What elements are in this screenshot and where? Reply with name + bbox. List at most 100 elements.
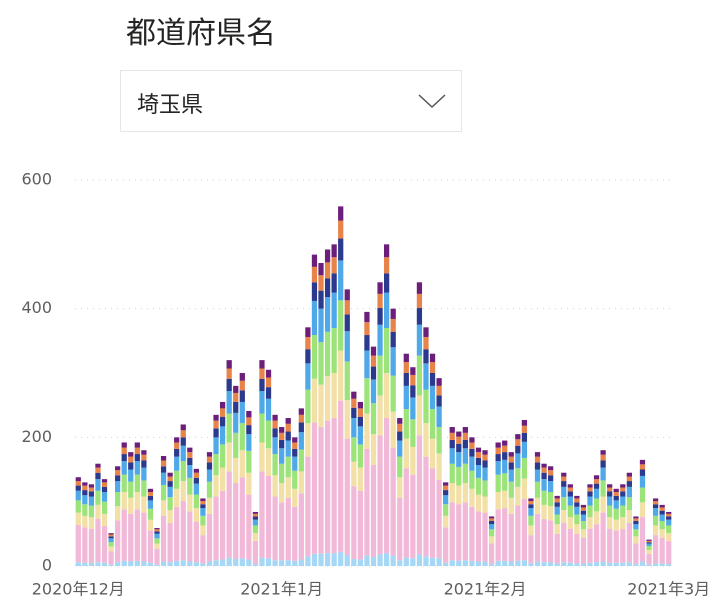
bar-segment [613, 488, 619, 493]
bar-segment [659, 504, 665, 508]
bar-segment [646, 546, 652, 550]
bar-segment [265, 420, 272, 449]
bar-segment [515, 468, 521, 487]
bar-segment [548, 466, 554, 471]
bar-segment [646, 553, 652, 565]
bar-segment [666, 511, 672, 514]
bar-segment [593, 475, 600, 480]
bar-segment [475, 477, 482, 495]
bar-segment [429, 373, 436, 386]
bar-segment [246, 494, 252, 560]
bar-segment [436, 395, 442, 407]
bar-segment [567, 487, 573, 492]
bar-segment [456, 431, 462, 437]
bar-segment [226, 360, 232, 369]
bar-segment [174, 448, 180, 457]
bar-segment [580, 514, 587, 521]
bar-segment [646, 539, 652, 541]
bar-segment [646, 549, 652, 554]
bar-segment [508, 462, 514, 470]
bar-segment [383, 244, 390, 258]
bar-segment [351, 418, 357, 438]
bar-segment [528, 504, 534, 509]
bar-segment [370, 366, 377, 380]
bar-segment [397, 423, 403, 432]
bar-segment [226, 391, 232, 414]
bar-segment [213, 496, 219, 561]
bar-segment [82, 490, 88, 496]
bar-segment [652, 504, 659, 509]
bar-segment [246, 559, 252, 566]
bar-segment [403, 468, 409, 558]
bar-segment [515, 505, 521, 561]
bar-segment [213, 420, 219, 429]
bar-segment [429, 557, 436, 566]
bar-segment [587, 562, 593, 566]
bar-segment [443, 490, 449, 496]
bar-segment [403, 438, 409, 469]
bar-segment [639, 487, 646, 503]
bar-segment [141, 450, 147, 455]
bar-segment [213, 414, 219, 421]
bar-segment [436, 406, 442, 428]
bar-segment [187, 511, 193, 562]
bar-segment [561, 472, 567, 477]
bar-segment [600, 467, 606, 481]
bar-segment [311, 378, 318, 423]
bar-segment [659, 520, 665, 530]
bar-segment [403, 373, 409, 386]
bar-segment [659, 507, 665, 511]
bar-segment [265, 369, 272, 378]
bar-segment [101, 486, 108, 493]
bar-segment [272, 496, 278, 561]
bar-segment [482, 450, 488, 455]
bar-segment [128, 469, 134, 482]
bar-segment [652, 508, 659, 516]
bar-segment [147, 488, 154, 493]
bar-segment [252, 564, 259, 566]
bar-segment [370, 556, 377, 566]
bar-segment [397, 418, 403, 424]
bar-segment [147, 500, 154, 509]
bar-segment [548, 470, 554, 476]
bar-segment [574, 524, 580, 534]
bar-segment [593, 524, 600, 563]
bar-segment [167, 481, 173, 487]
bar-segment [469, 442, 475, 449]
bar-segment [580, 520, 587, 530]
x-tick-label: 2020年12月 [32, 580, 125, 599]
bar-segment [416, 282, 423, 294]
bar-segment [541, 490, 547, 505]
bar-segment [613, 519, 619, 531]
bar-segment [626, 486, 632, 498]
bar-segment [344, 400, 350, 439]
bar-segment [101, 513, 108, 527]
bar-segment [429, 362, 436, 373]
bar-segment [659, 514, 665, 521]
bar-segment [633, 516, 639, 519]
bar-segment [134, 442, 140, 448]
bar-segment [521, 478, 528, 500]
bar-segment [338, 350, 344, 401]
bar-segment [561, 486, 567, 498]
bar-segment [495, 474, 501, 493]
bar-segment [128, 481, 134, 498]
bar-segment [141, 561, 147, 566]
bar-segment [574, 498, 580, 503]
bar-segment [475, 561, 482, 566]
bar-segment [528, 508, 534, 516]
bar-segment [390, 375, 396, 412]
dropdown[interactable]: 埼玉県 [120, 70, 462, 132]
bar-segment [403, 362, 409, 373]
bar-segment [613, 495, 619, 501]
bar-segment [200, 504, 206, 509]
bar-segment [390, 347, 396, 376]
bar-segment [298, 471, 304, 494]
bar-segment [659, 563, 665, 566]
bar-segment [482, 512, 488, 562]
bar-segment [357, 490, 364, 560]
bar-segment [515, 445, 521, 454]
bar-segment [331, 244, 337, 258]
bar-segment [147, 562, 154, 566]
bar-segment [410, 385, 416, 398]
